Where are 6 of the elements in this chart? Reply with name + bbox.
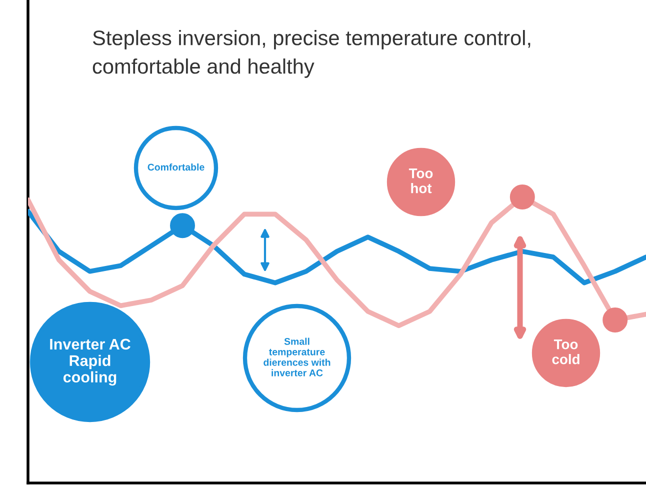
text: Comfortable	[148, 163, 204, 171]
chart-title: Stepless inversion, precise temperature control, comfortable and healthy	[92, 30, 530, 78]
annotation: Too cold	[552, 340, 580, 364]
annotation: Small temperature dierences with inverter AC	[264, 338, 330, 376]
text: Too hot	[408, 168, 433, 194]
annotation: Inverter AC Rapid cooling	[50, 338, 130, 386]
